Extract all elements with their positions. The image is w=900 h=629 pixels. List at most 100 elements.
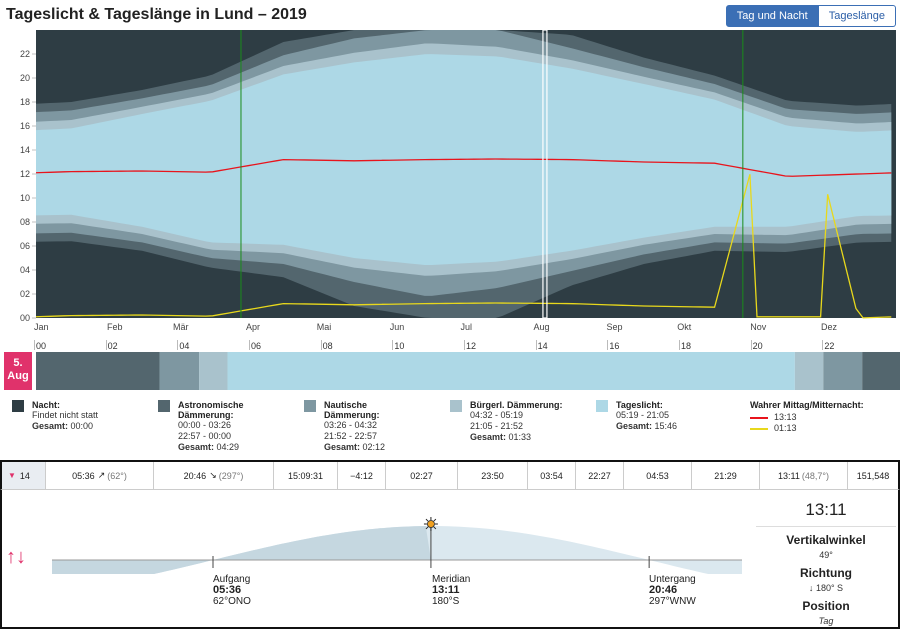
vertical-angle-value: 49°: [819, 550, 833, 560]
x-tick-label: Mär: [173, 322, 189, 332]
legend-night-line: Findet nicht statt: [32, 410, 99, 420]
table-cell-day[interactable]: ▼ 14: [2, 462, 46, 489]
direction-label: Richtung: [800, 566, 852, 580]
table-cell-astro-start: 02:27: [386, 462, 458, 489]
day-strip-segment-nautical: [823, 352, 863, 390]
table-cell-civil-start: 04:53: [624, 462, 692, 489]
legend-swatch-civil: [450, 400, 462, 412]
hour-tick: [679, 340, 680, 350]
x-tick-label: Feb: [107, 322, 123, 332]
table-cell-astro-end: 23:50: [458, 462, 528, 489]
day-strip-segment-daylight: [227, 352, 795, 390]
hour-label: 00: [36, 341, 47, 351]
legend-astro-total-label: Gesamt:: [178, 442, 215, 452]
hour-label: 20: [752, 341, 763, 351]
sun-ray: [433, 526, 437, 530]
meridian-label: Meridian: [432, 574, 471, 585]
y-tick-label: 12: [20, 169, 30, 179]
day-strip-segment-astro: [36, 352, 160, 390]
hour-tick: [392, 340, 394, 350]
sunrise-direction: 62°ONO: [213, 596, 251, 607]
direction-arrow-icon: ↓: [808, 583, 814, 593]
day-phase-strip: [36, 352, 900, 390]
hour-label: 12: [466, 341, 477, 351]
table-cell-distance: 151,548: [856, 470, 890, 481]
legend-swatch-nautical: [304, 400, 316, 412]
legend-noon-line-swatch: [750, 416, 768, 419]
legend-nautical-total-label: Gesamt:: [324, 442, 361, 452]
sunset-label: Untergang: [649, 574, 696, 585]
y-tick-label: 00: [20, 313, 30, 323]
legend-astro-line-2: 22:57 - 00:00: [178, 431, 232, 441]
meridian-direction: 180°S: [432, 596, 460, 607]
legend-swatch-daylight: [596, 400, 608, 412]
legend-noon: Wahrer Mittag/Mitternacht: 13:13 01:13: [750, 398, 864, 434]
legend-daylight-total-label: Gesamt:: [616, 421, 653, 431]
x-tick-label: Aug: [534, 322, 550, 332]
sun-path-passed: [52, 526, 431, 574]
y-tick-label: 20: [20, 73, 30, 83]
sunrise-info: Aufgang 05:36 62°ONO: [213, 574, 251, 607]
sun-ray: [425, 526, 429, 530]
selected-date-badge[interactable]: 5. Aug: [4, 352, 32, 390]
legend-civil-total-label: Gesamt:: [470, 432, 507, 442]
hour-tick: [822, 340, 824, 350]
sunrise-label: Aufgang: [213, 574, 251, 585]
legend-civil-total-value: 01:33: [508, 432, 532, 442]
vertical-angle-label: Vertikalwinkel: [786, 533, 866, 547]
table-sunset-dir: (297°): [218, 470, 244, 481]
y-tick-label: 14: [20, 145, 30, 155]
up-down-arrows-icon[interactable]: ↑↓: [6, 546, 26, 568]
x-tick-label: Sep: [607, 322, 623, 332]
sun-path-panel: ↑↓ Aufgang 05:36 62°ONO Meridian 13:11 1…: [0, 490, 900, 629]
selected-date-month: Aug: [7, 370, 29, 382]
day-hour-axis: 00 02 04 06 08 10 12 14 16 18 20 22: [0, 340, 900, 352]
hour-tick: [320, 340, 322, 350]
y-tick-label: 08: [20, 217, 30, 227]
daylight-chart[interactable]: 00 02 04 06 08 10 12 14 16 18 20 22 Jan Feb Mär Apr Mai J…: [0, 30, 900, 340]
table-day-value: 14: [19, 470, 30, 481]
x-tick-label: Mai: [317, 322, 332, 332]
hour-tick: [34, 340, 35, 350]
hour-tick: [464, 340, 465, 350]
day-strip-segment-astro: [862, 352, 900, 390]
y-tick-label: 02: [20, 289, 30, 299]
legend-noon-value: 13:13: [774, 412, 797, 422]
table-cell-naut-start: 03:54: [528, 462, 576, 489]
table-noon-value: 13:11: [778, 470, 800, 481]
hour-label: 22: [824, 341, 835, 351]
selected-day-marker: [542, 30, 548, 319]
page-title: Tageslicht & Tageslänge in Lund – 2019: [6, 6, 307, 23]
x-tick-label: Apr: [246, 322, 260, 332]
direction-value: ↓ 180° S: [756, 583, 896, 593]
tab-day-length[interactable]: Tageslänge: [818, 5, 896, 27]
tab-day-night[interactable]: Tag und Nacht: [725, 5, 819, 27]
sun-path-graph: [52, 517, 742, 574]
view-toggle: Tag und Nacht Tageslänge: [725, 5, 896, 27]
table-cell-day-length: 15:09:31: [274, 462, 338, 489]
legend-swatch-astro: [158, 400, 170, 412]
hour-label: 14: [537, 341, 548, 351]
sun-ray: [433, 518, 437, 522]
legend-night-total-value: 00:00: [70, 421, 94, 431]
sun-ray: [425, 518, 429, 522]
sun-position-sidebar: 13:11 Vertikalwinkel 49° Richtung ↓ 180°…: [756, 490, 896, 627]
y-tick-label: 18: [20, 97, 30, 107]
day-table-row[interactable]: ▼ 14 05:36 ↗ (62°) 20:46 ↘ (297°) 15:09:31 −4…: [0, 460, 900, 490]
position-value: Tag: [818, 616, 834, 626]
legend-civil-line-1: 04:32 - 05:19: [470, 410, 524, 420]
day-strip-segment-civil: [199, 352, 228, 390]
hour-label: 18: [681, 341, 692, 351]
sunrise-time: 05:36: [213, 584, 242, 596]
legend-daylight-title: Tageslicht:: [616, 400, 663, 410]
x-tick-label: Jun: [390, 322, 405, 332]
y-tick-label: 10: [20, 193, 30, 203]
table-cell-noon: 13:11 (48,7°): [760, 462, 848, 489]
legend-night-title: Nacht:: [32, 400, 61, 410]
collapse-triangle-icon[interactable]: ▼: [8, 471, 16, 480]
x-tick-label: Okt: [677, 322, 692, 332]
hour-tick: [249, 340, 250, 350]
y-tick-label: 22: [20, 49, 30, 59]
meridian-info: Meridian 13:11 180°S: [432, 574, 470, 607]
table-sunrise-value: 05:36: [72, 470, 95, 481]
